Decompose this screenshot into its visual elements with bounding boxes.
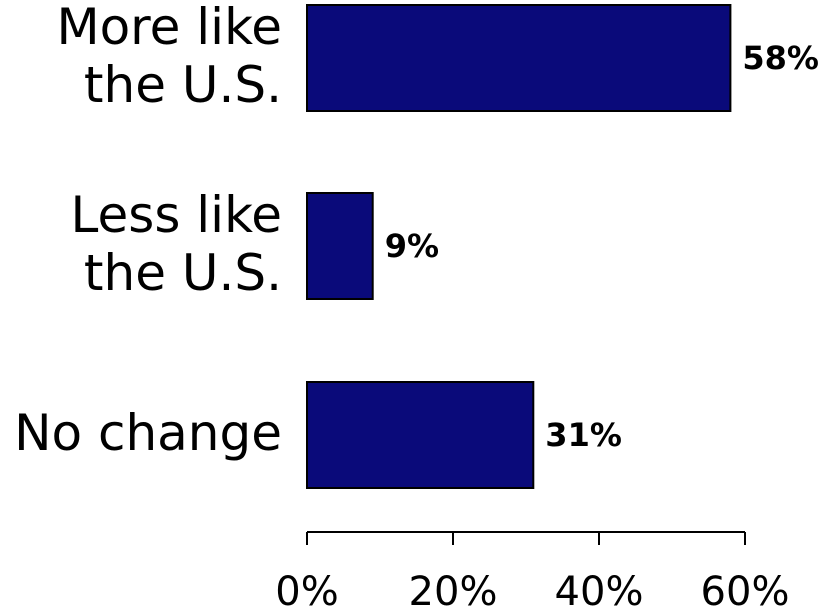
category-label: the U.S. <box>84 56 282 114</box>
bar-3 <box>306 381 535 489</box>
category-label: More like <box>56 0 282 56</box>
x-tick-label: 40% <box>555 569 644 615</box>
x-tick-label: 0% <box>275 569 338 615</box>
x-tick-label: 20% <box>409 569 498 615</box>
data-label: 58% <box>742 39 819 77</box>
bar-1 <box>306 4 732 112</box>
category-label: No change <box>14 404 282 462</box>
x-tick-label: 60% <box>701 569 790 615</box>
category-label: Less like <box>71 186 282 244</box>
bar-2 <box>306 192 374 300</box>
data-label: 31% <box>545 416 622 454</box>
category-label: the U.S. <box>84 244 282 302</box>
data-label: 9% <box>385 227 439 265</box>
